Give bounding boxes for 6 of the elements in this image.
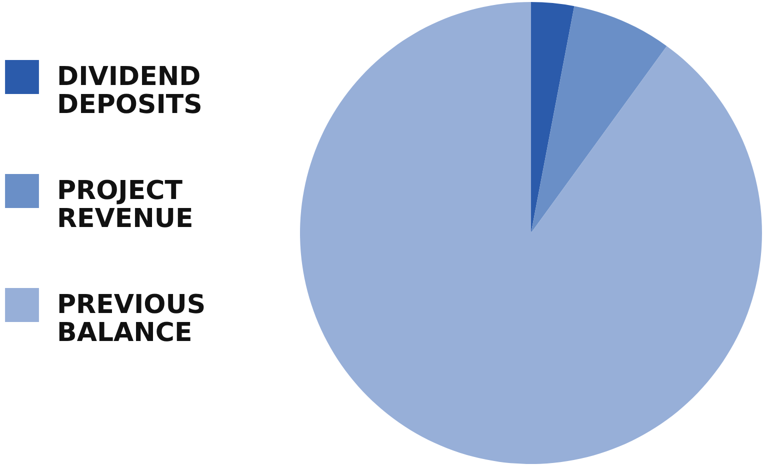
legend-label: PROJECT REVENUE: [57, 176, 194, 234]
pie-slice: [300, 2, 762, 464]
legend-label: DIVIDEND DEPOSITS: [57, 62, 202, 120]
legend-label: PREVIOUS BALANCE: [57, 290, 206, 348]
pie-slice: [531, 2, 574, 233]
pie-slice: [531, 6, 667, 233]
